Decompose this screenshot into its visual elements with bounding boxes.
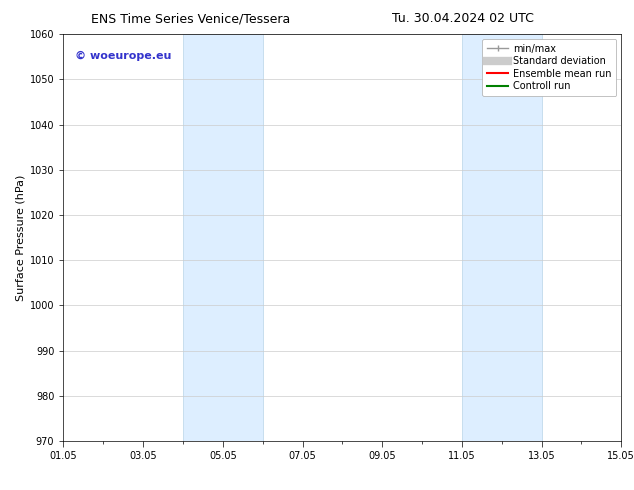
Bar [462, 34, 541, 441]
Text: © woeurope.eu: © woeurope.eu [75, 50, 171, 61]
Legend: min/max, Standard deviation, Ensemble mean run, Controll run: min/max, Standard deviation, Ensemble me… [482, 39, 616, 96]
Text: ENS Time Series Venice/Tessera: ENS Time Series Venice/Tessera [91, 12, 290, 25]
Bar [183, 34, 262, 441]
Y-axis label: Surface Pressure (hPa): Surface Pressure (hPa) [16, 174, 25, 301]
Text: Tu. 30.04.2024 02 UTC: Tu. 30.04.2024 02 UTC [392, 12, 534, 25]
